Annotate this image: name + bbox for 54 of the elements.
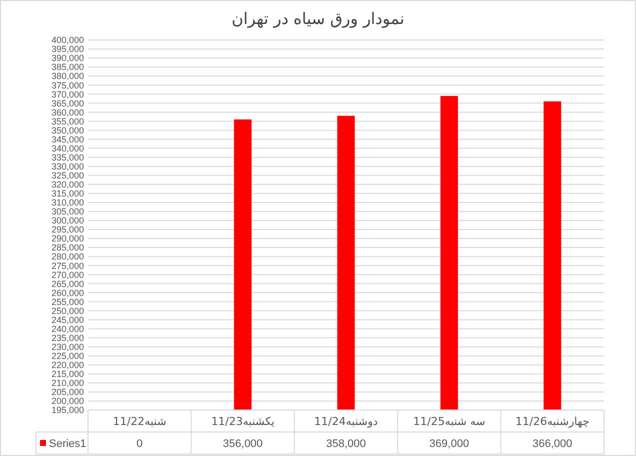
y-tick-label: 395,000	[51, 44, 84, 54]
y-tick-label: 355,000	[51, 116, 84, 126]
y-tick-label: 375,000	[51, 80, 84, 90]
y-tick-label: 280,000	[51, 252, 84, 262]
x-tick-label: چهارشنبه11/26	[515, 414, 590, 428]
y-tick-label: 345,000	[51, 134, 84, 144]
y-tick-label: 290,000	[51, 234, 84, 244]
y-tick-label: 200,000	[51, 396, 84, 406]
y-tick-label: 330,000	[51, 161, 84, 172]
y-tick-label: 380,000	[51, 71, 84, 82]
y-tick-label: 325,000	[51, 170, 84, 181]
data-label: 358,000	[326, 438, 366, 450]
y-tick-label: 385,000	[51, 62, 84, 72]
y-tick-label: 315,000	[51, 188, 84, 199]
y-tick-label: 245,000	[51, 314, 84, 325]
y-tick-label: 295,000	[51, 224, 84, 235]
y-tick-label: 335,000	[51, 152, 84, 162]
y-tick-label: 205,000	[51, 387, 84, 398]
y-tick-label: 195,000	[51, 405, 84, 416]
y-tick-label: 370,000	[51, 89, 84, 100]
text: 0	[136, 438, 143, 450]
data-label: 356,000	[222, 438, 263, 450]
y-tick-label: 250,000	[51, 306, 84, 316]
y-tick-label: 365,000	[51, 98, 84, 108]
x-tick-label: شنبه11/22	[112, 414, 166, 428]
data-label: 369,000	[429, 438, 470, 450]
x-tick-label: دوشنبه11/24	[314, 414, 378, 428]
y-tick-label: 350,000	[51, 125, 84, 136]
y-tick-label: 240,000	[51, 324, 84, 334]
y-tick-label: 230,000	[51, 342, 84, 352]
y-tick-label: 320,000	[51, 180, 84, 190]
y-tick-label: 300,000	[51, 216, 84, 226]
y-tick-label: 255,000	[51, 296, 84, 307]
y-tick-label: 360,000	[51, 107, 84, 118]
y-tick-label: 390,000	[51, 53, 84, 64]
data-label: 366,000	[532, 438, 572, 450]
y-tick-label: 270,000	[51, 270, 84, 280]
y-tick-label: 235,000	[51, 332, 84, 343]
y-tick-label: 275,000	[51, 260, 84, 271]
y-tick-label: 210,000	[51, 378, 84, 388]
y-tick-label: 340,000	[51, 143, 84, 154]
x-tick-label: یکشنبه11/23	[211, 414, 274, 428]
y-tick-label: 310,000	[51, 198, 84, 208]
y-tick-label: 225,000	[51, 351, 84, 362]
y-tick-label: 260,000	[51, 288, 84, 298]
legend-label: Series1	[49, 438, 86, 450]
x-tick-label: سه شنبه11/25	[413, 414, 486, 428]
y-tick-label: 265,000	[51, 278, 84, 289]
chart-title: نمودار ورق سیاه در تهران	[232, 9, 404, 28]
y-tick-label: 215,000	[51, 369, 84, 380]
y-tick-label: 285,000	[51, 242, 84, 253]
y-tick-label: 305,000	[51, 206, 84, 217]
y-tick-label: 220,000	[51, 360, 84, 370]
y-tick-label: 400,000	[51, 35, 84, 46]
